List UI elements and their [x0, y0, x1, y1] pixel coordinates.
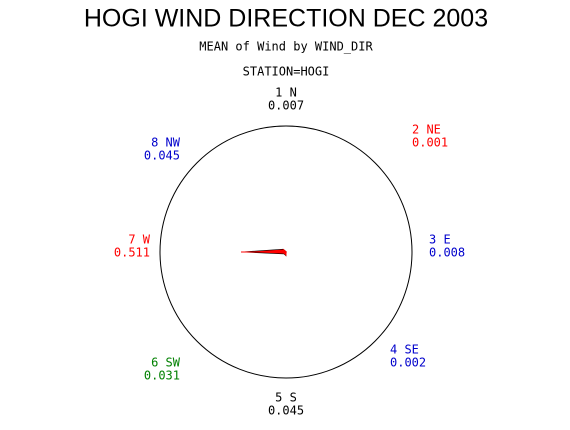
- value-label: 0.001: [412, 136, 448, 150]
- value-label: 0.031: [144, 369, 180, 383]
- direction-label: 2 NE: [412, 123, 441, 137]
- direction-label: 3 E: [429, 233, 451, 247]
- value-label: 0.511: [114, 246, 150, 260]
- value-label: 0.045: [268, 404, 304, 418]
- direction-label: 4 SE: [390, 343, 419, 357]
- direction-label: 8 NW: [151, 136, 181, 150]
- value-label: 0.045: [144, 149, 180, 163]
- outer-circle: [159, 125, 413, 379]
- value-label: 0.008: [429, 246, 465, 260]
- direction-label: 5 S: [275, 391, 297, 405]
- chart-subtitle: MEAN of Wind by WIND_DIR: [199, 40, 373, 54]
- star-polygon: [241, 248, 287, 257]
- value-label: 0.002: [390, 356, 426, 370]
- direction-label: 1 N: [275, 86, 297, 100]
- spoke: [282, 248, 287, 253]
- value-label: 0.007: [268, 99, 304, 113]
- direction-label: 7 W: [128, 233, 150, 247]
- station-label: STATION=HOGI: [243, 65, 330, 79]
- chart-title: HOGI WIND DIRECTION DEC 2003: [84, 5, 488, 33]
- direction-label: 6 SW: [151, 356, 181, 370]
